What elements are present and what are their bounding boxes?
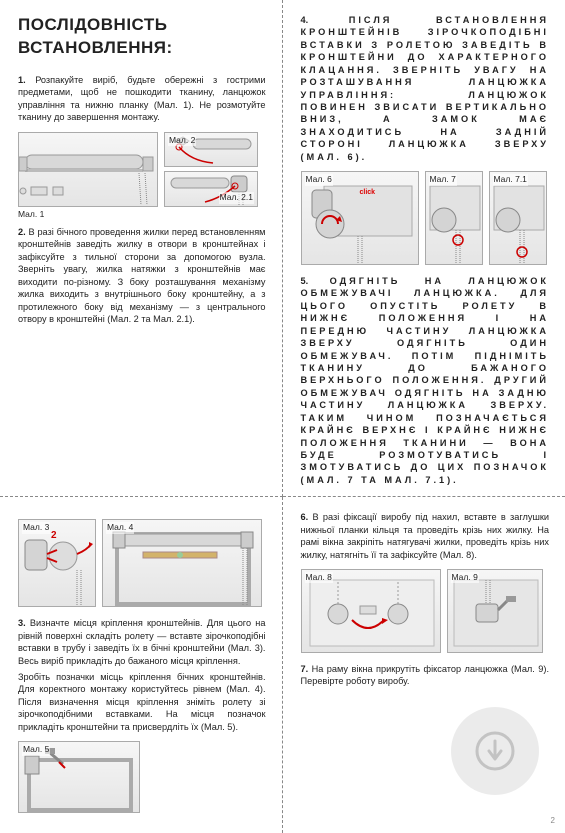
figure-6-svg xyxy=(302,172,420,266)
step-7: 7. На раму вікна прикрутіть фіксатор лан… xyxy=(301,663,550,688)
figure-2-1-label: Мал. 2.1 xyxy=(219,192,254,203)
figure-6: Мал. 6 click xyxy=(301,171,419,265)
step-4-text: Після встановлення кронштейнів зірочкопо… xyxy=(301,15,550,162)
figure-1-label: Мал. 1 xyxy=(18,209,266,220)
watermark-icon xyxy=(451,707,539,795)
step-7-text: На раму вікна прикрутіть фіксатор ланцюж… xyxy=(301,664,550,686)
figure-2: Мал. 2 xyxy=(164,132,258,167)
figure-7-label: Мал. 7 xyxy=(429,174,457,185)
step-5-text: Одягніть на ланцюжок обмежувачі ланцюжка… xyxy=(301,276,550,485)
page-grid: ПОСЛІДОВНІСТЬ ВСТАНОВЛЕННЯ: 1. Розпакуйт… xyxy=(0,0,565,799)
click-label: click xyxy=(360,188,376,197)
figure-8-label: Мал. 8 xyxy=(305,572,333,583)
fig-row-4: Мал. 6 click Мал. 7 xyxy=(301,171,550,265)
step-6: 6. В разі фіксації виробу під нахил, вст… xyxy=(301,511,550,561)
step-3b-text: Зробіть позначки місць кріплення бічних … xyxy=(18,672,266,732)
fig-row-5: Мал. 5 xyxy=(18,741,266,813)
step-2-num: 2. xyxy=(18,227,26,237)
figure-7-1-label: Мал. 7.1 xyxy=(493,174,528,185)
figure-3-label: Мал. 3 xyxy=(22,522,50,533)
page-title: ПОСЛІДОВНІСТЬ ВСТАНОВЛЕННЯ: xyxy=(18,14,266,60)
svg-text:2: 2 xyxy=(51,530,57,541)
figure-7-svg xyxy=(426,172,484,266)
quadrant-4: 6. В разі фіксації виробу під нахил, вст… xyxy=(283,497,565,833)
step-1: 1. Розпакуйте виріб, будьте обережні з г… xyxy=(18,74,266,124)
step-5-num: 5. xyxy=(301,276,309,286)
step-4: 4. Після встановлення кронштейнів зірочк… xyxy=(301,14,550,163)
fig-row-6: Мал. 8 Мал. 9 xyxy=(301,569,550,653)
step-1-text: Розпакуйте виріб, будьте обережні з гост… xyxy=(18,75,266,122)
step-6-num: 6. xyxy=(301,512,309,522)
step-5: 5. Одягніть на ланцюжок обмежувачі ланцю… xyxy=(301,275,550,486)
quadrant-2: 4. Після встановлення кронштейнів зірочк… xyxy=(283,0,565,497)
step-3-text: Визначте місця кріплення кронштейнів. Дл… xyxy=(18,618,266,665)
figure-7-1-svg xyxy=(490,172,548,266)
fig-row-3: Мал. 3 2 Мал. 4 xyxy=(18,519,266,607)
step-2-text: В разі бічного проведення жилки перед вс… xyxy=(18,227,266,324)
figure-8: Мал. 8 xyxy=(301,569,441,653)
step-3: 3. Визначте місця кріплення кронштейнів.… xyxy=(18,617,266,667)
figure-7: Мал. 7 xyxy=(425,171,483,265)
figure-5: Мал. 5 xyxy=(18,741,140,813)
step-6-text: В разі фіксації виробу під нахил, вставт… xyxy=(301,512,550,559)
quadrant-3: Мал. 3 2 Мал. 4 xyxy=(0,497,283,833)
step-3-num: 3. xyxy=(18,618,26,628)
step-3b: Зробіть позначки місць кріплення бічних … xyxy=(18,671,266,733)
figure-4-label: Мал. 4 xyxy=(106,522,134,533)
figure-1 xyxy=(18,132,158,207)
figure-2-label: Мал. 2 xyxy=(168,135,196,146)
figure-2-1: Мал. 2.1 xyxy=(164,171,258,207)
figure-5-label: Мал. 5 xyxy=(22,744,50,755)
fig-row-1: Мал. 2 Мал. 2.1 xyxy=(18,132,266,207)
page-number: 2 xyxy=(551,816,555,827)
figure-9: Мал. 9 xyxy=(447,569,543,653)
figure-7-1: Мал. 7.1 xyxy=(489,171,547,265)
step-7-num: 7. xyxy=(301,664,309,674)
quadrant-1: ПОСЛІДОВНІСТЬ ВСТАНОВЛЕННЯ: 1. Розпакуйт… xyxy=(0,0,283,497)
figure-3: Мал. 3 2 xyxy=(18,519,96,607)
figure-4: Мал. 4 xyxy=(102,519,262,607)
step-4-num: 4. xyxy=(301,15,309,25)
figure-6-label: Мал. 6 xyxy=(305,174,333,185)
step-2: 2. В разі бічного проведення жилки перед… xyxy=(18,226,266,325)
step-1-num: 1. xyxy=(18,75,26,85)
figure-1-svg xyxy=(19,133,159,208)
figure-9-label: Мал. 9 xyxy=(451,572,479,583)
